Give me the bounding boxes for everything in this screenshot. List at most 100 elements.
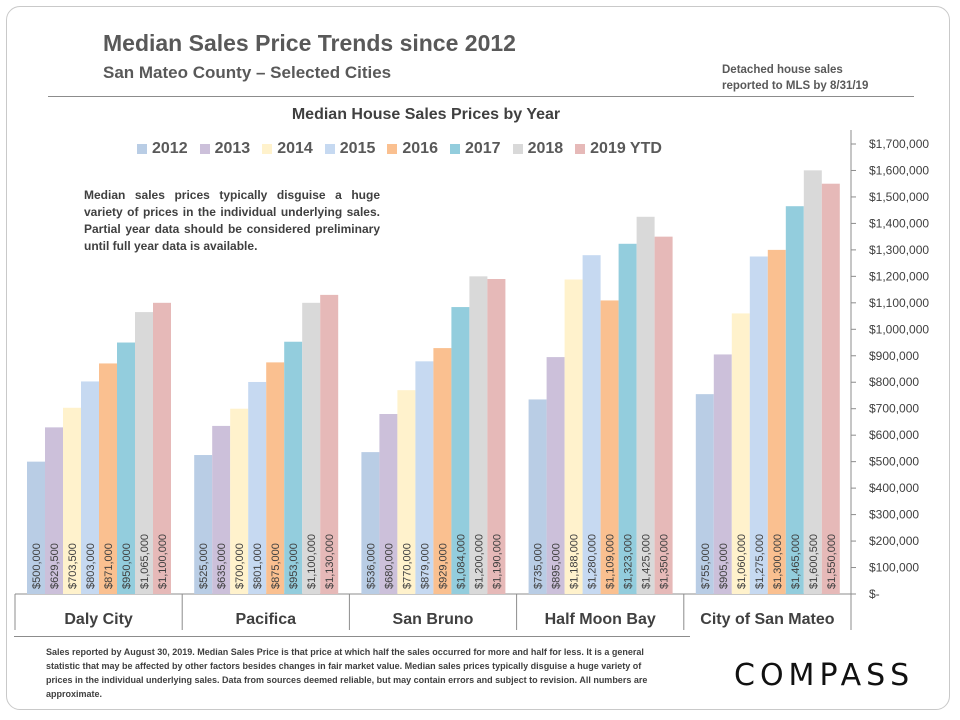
bar xyxy=(749,256,768,594)
bar xyxy=(135,312,153,594)
legend-swatch xyxy=(324,144,335,154)
category-label: Half Moon Bay xyxy=(545,611,656,628)
category-label: San Bruno xyxy=(393,611,474,628)
legend-swatch xyxy=(512,144,523,154)
bar xyxy=(397,390,416,594)
legend-label: 2014 xyxy=(277,140,313,157)
bar xyxy=(487,279,506,594)
category-label: Daly City xyxy=(64,611,133,628)
bar xyxy=(767,249,786,594)
legend-label: 2019 YTD xyxy=(590,140,662,157)
bar-data-label: $1,465,000 xyxy=(790,534,802,589)
bar xyxy=(785,206,804,595)
legend-label: 2016 xyxy=(402,140,438,157)
y-tick-label: $900,000 xyxy=(869,349,919,363)
bar xyxy=(117,342,135,594)
bar xyxy=(600,300,619,594)
bar-data-label: $1,275,000 xyxy=(754,534,766,589)
y-tick-label: $1,500,000 xyxy=(869,190,929,204)
bar xyxy=(695,394,714,594)
footnote: Sales reported by August 30, 2019. Media… xyxy=(46,647,648,699)
category-label: City of San Mateo xyxy=(700,611,834,628)
bar xyxy=(194,455,213,594)
legend-item: 2019 YTD xyxy=(575,140,662,158)
bar-data-label: $953,000 xyxy=(288,543,300,589)
bar-data-label: $525,000 xyxy=(198,543,210,589)
bar xyxy=(582,255,601,595)
page-subtitle: San Mateo County – Selected Cities xyxy=(103,63,392,82)
bar-data-label: $1,600,500 xyxy=(808,534,820,589)
y-tick-label: $1,100,000 xyxy=(869,296,929,310)
bar xyxy=(713,354,732,594)
footer-divider xyxy=(14,636,690,637)
bar-data-label: $1,190,000 xyxy=(491,534,503,589)
bar xyxy=(99,363,117,594)
bar-data-label: $755,000 xyxy=(700,543,712,589)
bar-data-label: $770,000 xyxy=(401,543,413,589)
y-tick-label: $1,700,000 xyxy=(869,137,929,151)
bar-data-label: $875,000 xyxy=(270,543,282,589)
legend-item: 2013 xyxy=(199,140,250,158)
bar xyxy=(230,408,249,594)
bar xyxy=(564,279,583,594)
bar-data-label: $635,000 xyxy=(216,543,228,589)
chart-title: Median House Sales Prices by Year xyxy=(291,106,561,123)
bar xyxy=(654,236,673,594)
bar xyxy=(320,294,339,594)
source-note-line-1: Detached house sales xyxy=(722,64,843,76)
legend-swatch xyxy=(199,144,210,154)
header-divider xyxy=(48,96,914,97)
bar-data-label: $1,130,000 xyxy=(324,534,336,589)
y-tick-label: $1,400,000 xyxy=(869,216,929,230)
legend-swatch xyxy=(387,144,398,154)
bar-data-label: $536,000 xyxy=(365,543,377,589)
chart-annotation: Median sales prices typically disguise a… xyxy=(84,188,380,253)
legend-item: 2012 xyxy=(137,140,188,158)
legend-swatch xyxy=(137,144,147,154)
bar xyxy=(415,361,434,594)
bar xyxy=(81,381,99,594)
bar-data-label: $871,000 xyxy=(103,543,115,589)
legend-label: 2017 xyxy=(464,140,501,157)
bar xyxy=(153,302,171,594)
legend-swatch xyxy=(449,144,460,154)
bar-data-label: $1,550,000 xyxy=(826,534,838,589)
y-tick-label: $1,000,000 xyxy=(869,322,929,336)
bar-data-label: $700,000 xyxy=(234,543,246,589)
bar-data-label: $801,000 xyxy=(252,543,264,589)
bar-data-label: $1,425,000 xyxy=(641,534,653,589)
bar xyxy=(212,425,231,594)
bar xyxy=(248,381,267,594)
bar xyxy=(45,427,63,594)
bar-data-label: $1,188,000 xyxy=(569,534,581,589)
bar-data-label: $950,000 xyxy=(121,543,133,589)
legend-label: 2015 xyxy=(339,140,376,157)
bar-data-label: $1,100,000 xyxy=(306,534,318,589)
legend-item: 2015 xyxy=(324,140,376,158)
legend-label: 2018 xyxy=(527,140,564,157)
bar xyxy=(803,170,822,594)
bar xyxy=(63,407,81,594)
y-tick-label: $200,000 xyxy=(869,534,919,548)
bar-data-label: $1,350,000 xyxy=(659,534,671,589)
legend-swatch xyxy=(575,144,586,154)
y-tick-label: $- xyxy=(869,587,880,601)
bar-data-label: $500,000 xyxy=(31,543,43,589)
bar-data-label: $1,200,000 xyxy=(473,534,485,589)
legend-item: 2014 xyxy=(262,140,313,158)
y-tick-label: $300,000 xyxy=(869,508,919,522)
bar-data-label: $1,109,000 xyxy=(605,534,617,589)
legend-item: 2018 xyxy=(512,140,564,158)
bar-data-label: $1,060,000 xyxy=(736,534,748,589)
slide-frame xyxy=(6,6,950,710)
bar-data-label: $879,000 xyxy=(419,543,431,589)
bar-data-label: $803,000 xyxy=(85,543,97,589)
bar-data-label: $680,000 xyxy=(383,543,395,589)
legend-item: 2017 xyxy=(449,140,501,158)
bar xyxy=(27,461,45,594)
y-tick-label: $800,000 xyxy=(869,375,919,389)
y-tick-label: $400,000 xyxy=(869,481,919,495)
source-note: Detached house sales reported to MLS by … xyxy=(722,62,868,94)
page-title: Median Sales Price Trends since 2012 xyxy=(103,30,516,56)
